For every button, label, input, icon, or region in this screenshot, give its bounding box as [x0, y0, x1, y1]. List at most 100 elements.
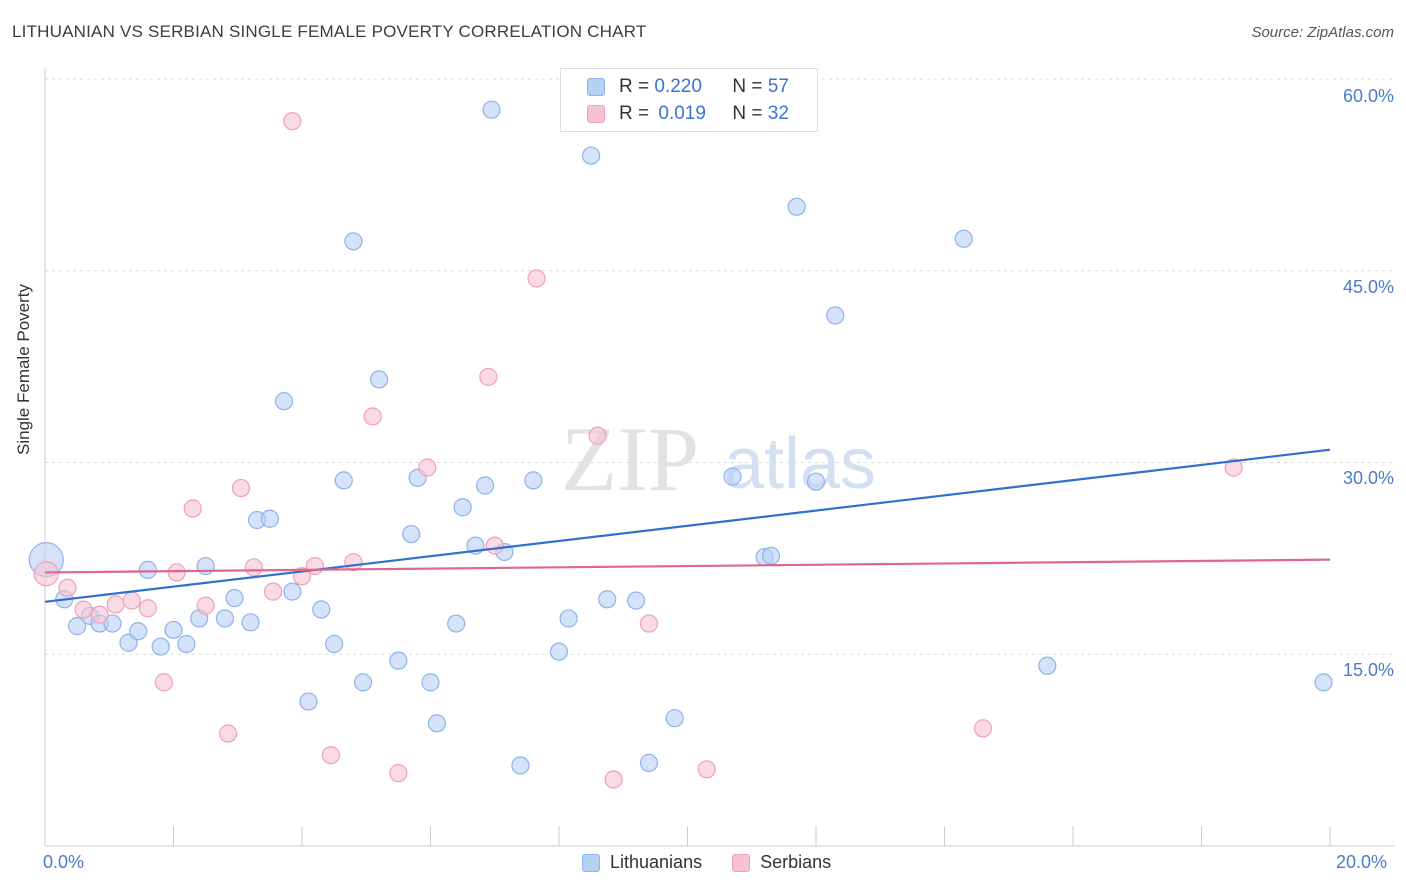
y-tick-label: 15.0%	[1342, 660, 1394, 680]
serbian-point	[527, 269, 546, 288]
r-label: R =	[619, 103, 650, 124]
correlation-legend: R = 0.220 N = 57 R = 0.019 N = 32	[560, 68, 818, 132]
lithuanian-point	[1314, 673, 1333, 692]
x-tick-label: 20.0%	[1336, 852, 1388, 872]
watermark-zip: ZIP	[561, 408, 699, 510]
serbian-point	[106, 595, 125, 614]
lithuanian-point	[1038, 656, 1057, 675]
n-label: N =	[732, 76, 763, 97]
x-tick-label: 0.0%	[43, 852, 85, 872]
serbian-point	[244, 558, 263, 577]
serbian-point	[231, 478, 251, 498]
n-label: N =	[732, 103, 763, 124]
data-points	[28, 100, 1333, 789]
lithuanian-point	[421, 673, 440, 692]
lithuanian-point	[402, 524, 421, 544]
serbian-point	[1224, 458, 1243, 477]
serbian-point	[219, 724, 238, 743]
lithuanian-point	[954, 229, 973, 248]
lithuanian-point	[665, 709, 684, 728]
y-tick-label: 45.0%	[1342, 277, 1394, 297]
serbians-r-value: 0.019	[658, 103, 706, 124]
lithuanian-point	[164, 620, 183, 640]
lithuanian-point	[325, 634, 344, 654]
serbian-point	[604, 770, 623, 789]
lithuanian-point	[151, 637, 170, 656]
lithuanian-point	[177, 634, 196, 654]
serbians-swatch	[587, 105, 605, 123]
lithuanian-point	[225, 588, 244, 608]
lithuanians-trend-line	[44, 448, 1331, 603]
lithuanian-point	[806, 472, 826, 491]
serbians-trend-line	[44, 558, 1331, 574]
lithuanian-point	[215, 609, 234, 628]
serbian-point	[479, 367, 498, 386]
lithuanian-point	[787, 197, 806, 216]
lithuanian-point	[511, 756, 530, 775]
lithuanian-point	[826, 306, 845, 325]
lithuanian-point	[344, 232, 363, 251]
serbian-point	[263, 582, 283, 601]
lithuanian-point	[103, 614, 122, 633]
serbian-point	[167, 563, 186, 582]
chart-title: LITHUANIAN VS SERBIAN SINGLE FEMALE POVE…	[12, 22, 647, 41]
trend-lines	[44, 448, 1331, 603]
legend-item-lithuanians: Lithuanians	[582, 852, 702, 873]
legend-item-serbians: Serbians	[732, 852, 831, 873]
lithuanian-point	[68, 617, 87, 636]
serbians-legend-label: Serbians	[760, 852, 832, 872]
serbian-point	[344, 553, 363, 572]
series-legend: Lithuanians Serbians	[582, 852, 861, 873]
serbian-point	[697, 760, 716, 779]
serbian-point	[305, 556, 324, 576]
serbian-point	[196, 596, 215, 615]
lithuanian-point	[482, 100, 501, 119]
serbian-point	[485, 536, 504, 555]
legend-row-lithuanians: R = 0.220 N = 57	[587, 76, 789, 98]
serbian-point	[74, 600, 93, 619]
serbian-point	[90, 605, 109, 624]
watermark: ZIP atlas	[561, 408, 876, 510]
lithuanian-point	[129, 622, 148, 641]
lithuanian-point	[723, 467, 742, 486]
serbian-point	[283, 112, 302, 131]
lithuanian-point	[598, 590, 617, 609]
lithuanian-point	[312, 600, 331, 619]
serbian-point	[138, 599, 157, 618]
lithuanian-point	[138, 560, 157, 579]
serbians-legend-swatch	[732, 853, 751, 872]
y-tick-label: 60.0%	[1342, 86, 1394, 106]
serbian-point	[33, 561, 59, 587]
lithuanian-point	[476, 476, 495, 495]
lithuanian-point	[299, 692, 318, 711]
y-tick-label: 30.0%	[1342, 468, 1394, 488]
y-axis-label: Single Female Poverty	[14, 283, 33, 455]
serbian-point	[122, 591, 141, 610]
lithuanian-point	[639, 753, 659, 773]
serbian-point	[639, 614, 659, 633]
lithuanian-point	[334, 471, 353, 490]
serbian-point	[973, 719, 993, 738]
serbian-point	[154, 673, 173, 692]
serbian-point	[389, 764, 408, 783]
lithuanian-point	[283, 582, 302, 601]
serbian-point	[321, 746, 341, 765]
lithuanian-point	[241, 613, 260, 632]
serbian-point	[183, 499, 202, 518]
lithuanian-point	[761, 546, 781, 565]
lithuanian-point	[549, 642, 569, 661]
lithuanian-point	[626, 591, 646, 610]
lithuanian-point	[447, 614, 466, 633]
lithuanian-point	[353, 673, 373, 692]
lithuanian-point	[370, 370, 389, 389]
serbian-point	[58, 578, 77, 597]
r-label: R =	[619, 76, 650, 97]
lithuanians-swatch	[587, 78, 605, 96]
serbians-n-value: 32	[767, 103, 789, 124]
watermark-atlas: atlas	[724, 424, 876, 504]
serbian-point	[363, 407, 382, 426]
lithuanian-point	[389, 651, 408, 670]
lithuanians-n-value: 57	[767, 76, 789, 97]
source-label: Source: ZipAtlas.com	[1251, 24, 1394, 41]
